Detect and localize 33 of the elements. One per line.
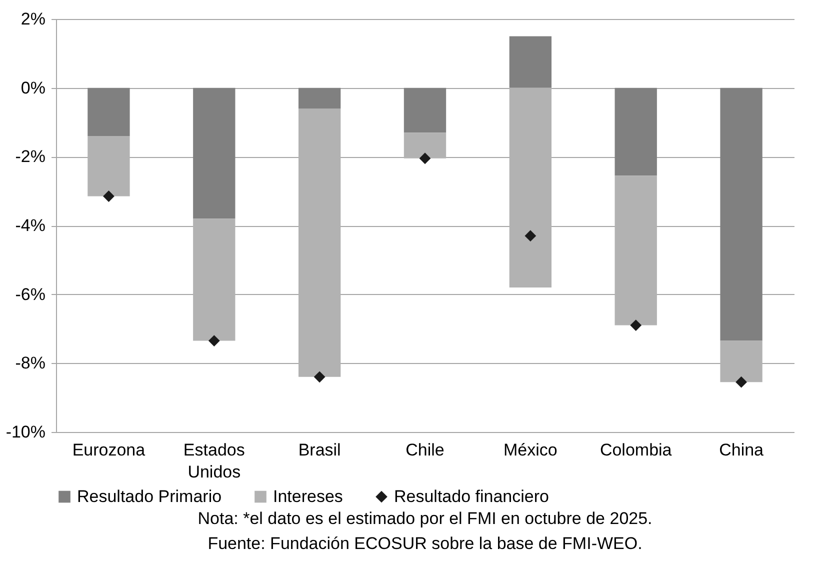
legend-label: Resultado Primario bbox=[77, 486, 222, 506]
text: Nota: *el dato es el estimado por el FMI en octubre de 2025. bbox=[198, 509, 652, 528]
bar bbox=[404, 88, 446, 133]
x-tick-label: Colombia bbox=[600, 440, 672, 460]
x-tick-label: Chile bbox=[406, 440, 444, 460]
point bbox=[314, 371, 326, 383]
y-tick-label: 0% bbox=[20, 78, 46, 98]
point bbox=[103, 190, 114, 202]
bar bbox=[509, 36, 552, 88]
point bbox=[630, 320, 642, 332]
bar bbox=[193, 88, 236, 219]
bar bbox=[298, 88, 341, 108]
x-tick-label: Brasil bbox=[298, 440, 341, 460]
y-tick-label: -10% bbox=[6, 422, 46, 442]
point bbox=[736, 376, 747, 388]
x-tick-label: China bbox=[719, 440, 764, 460]
y-tick-label: 2% bbox=[20, 10, 46, 28]
y-tick-label: -2% bbox=[15, 147, 46, 166]
x-tick-label: Eurozona bbox=[72, 440, 146, 460]
point bbox=[419, 152, 431, 164]
legend-label: Resultado financiero bbox=[394, 486, 549, 506]
x-tick-label: Estados Unidos bbox=[183, 440, 245, 482]
point bbox=[524, 230, 536, 242]
y-tick-label: -6% bbox=[15, 284, 46, 304]
y-tick-label: -8% bbox=[15, 354, 46, 373]
bar bbox=[88, 88, 130, 136]
bar bbox=[614, 88, 657, 176]
y-tick-label: -4% bbox=[15, 216, 46, 235]
legend-label: Intereses bbox=[273, 486, 343, 506]
bar bbox=[720, 88, 762, 341]
point bbox=[208, 335, 220, 346]
x-tick-label: México bbox=[504, 440, 558, 460]
source-note: Fuente: Fundación ECOSUR sobre la base de FMI-WEO. bbox=[208, 534, 642, 553]
